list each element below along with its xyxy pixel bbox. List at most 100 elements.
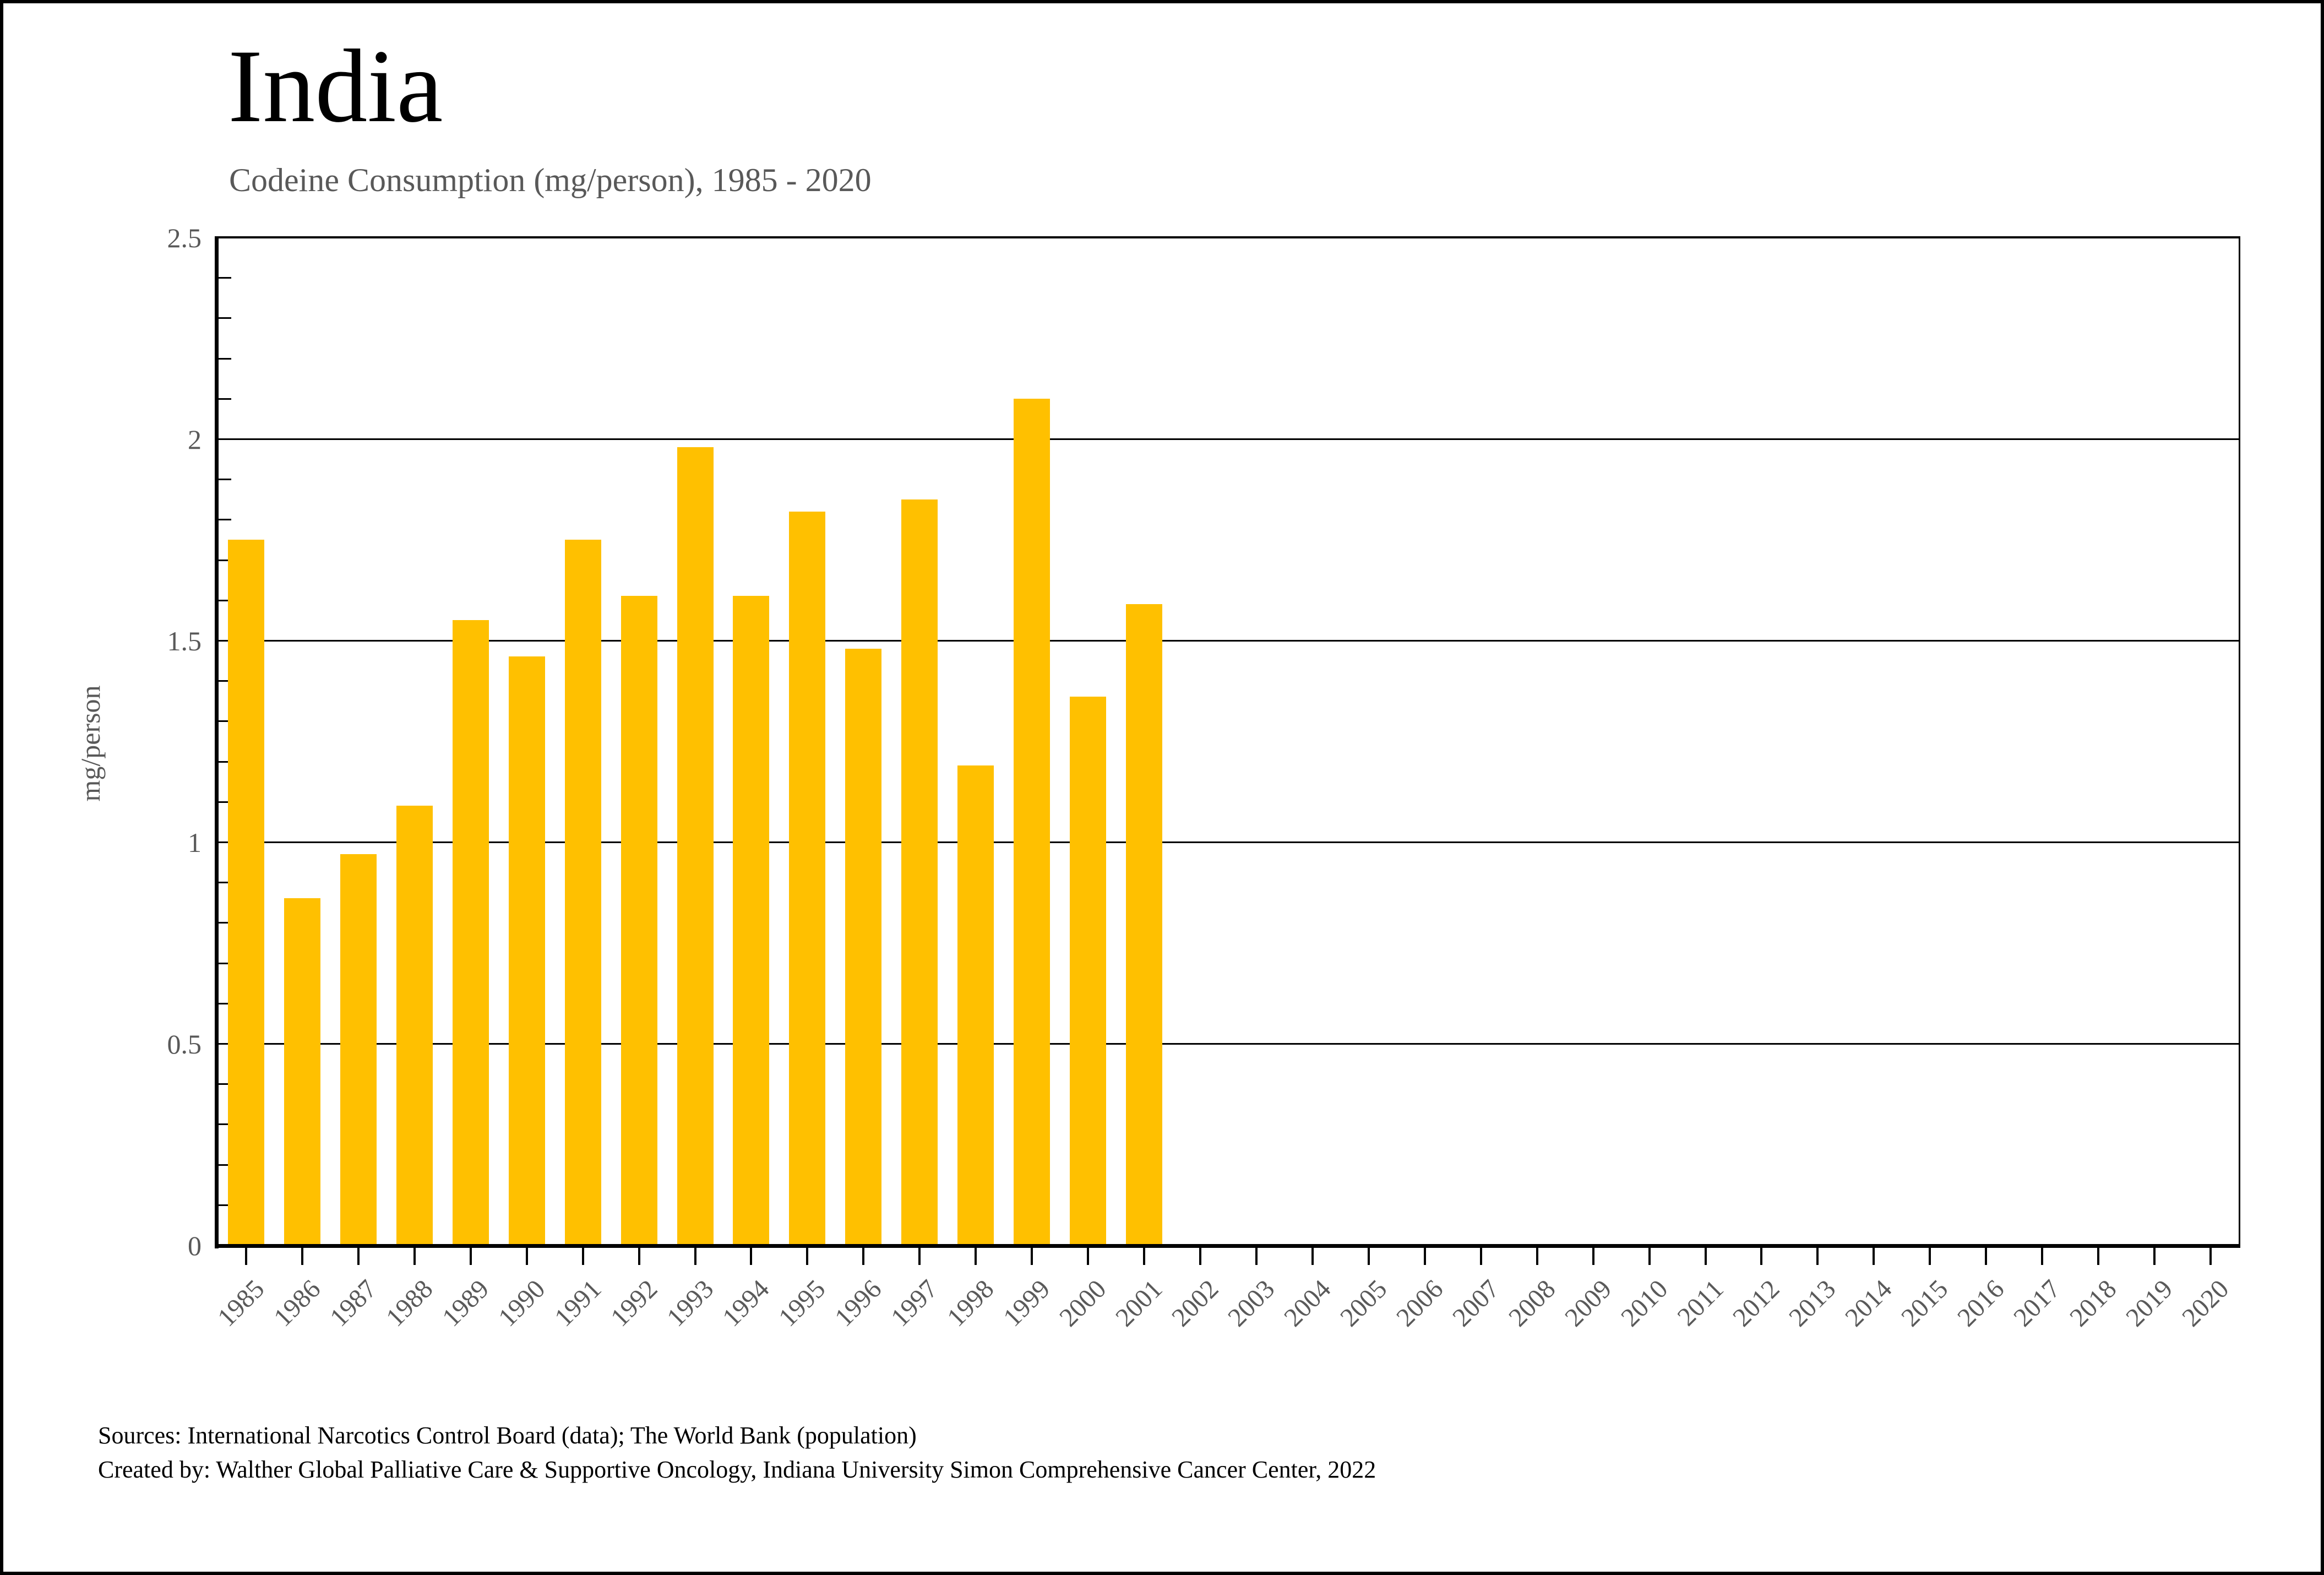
x-tick-label-2004: 2004	[1278, 1274, 1337, 1333]
x-tick-2009	[1592, 1245, 1594, 1265]
source-line-1: Sources: International Narcotics Control…	[98, 1422, 917, 1449]
bar-1997	[901, 499, 938, 1245]
y-minor-tick-0.7	[218, 962, 231, 964]
y-tick-label-0: 0	[188, 1230, 202, 1261]
x-tick-2011	[1704, 1245, 1707, 1265]
y-minor-tick-0.3	[218, 1123, 231, 1126]
x-tick-label-2016: 2016	[1952, 1274, 2010, 1333]
x-tick-label-2011: 2011	[1672, 1274, 1729, 1332]
bar-1993	[677, 447, 714, 1245]
x-tick-2010	[1648, 1245, 1651, 1265]
x-tick-label-2002: 2002	[1166, 1274, 1224, 1333]
x-tick-1999	[1031, 1245, 1033, 1265]
x-tick-label-1998: 1998	[941, 1274, 1000, 1333]
x-tick-label-2001: 2001	[1110, 1274, 1168, 1333]
y-minor-tick-1.2	[218, 761, 231, 763]
x-tick-1985	[244, 1245, 247, 1265]
x-tick-1996	[862, 1245, 865, 1265]
x-tick-2008	[1536, 1245, 1538, 1265]
y-minor-tick-2.4	[218, 277, 231, 279]
y-tick-label-1: 1	[188, 827, 202, 858]
y-tick-label-2: 2	[188, 424, 202, 455]
bar-1991	[564, 540, 601, 1245]
page-title: India	[228, 29, 443, 144]
x-tick-2016	[1985, 1245, 1988, 1265]
x-tick-label-2005: 2005	[1334, 1274, 1393, 1333]
y-minor-tick-1.7	[218, 559, 231, 561]
x-tick-2005	[1367, 1245, 1370, 1265]
x-tick-1991	[581, 1245, 584, 1265]
x-tick-label-1991: 1991	[548, 1274, 607, 1333]
y-tick-label-1.5: 1.5	[167, 626, 202, 656]
y-minor-tick-2.3	[218, 317, 231, 319]
x-tick-2013	[1816, 1245, 1819, 1265]
x-tick-1993	[694, 1245, 696, 1265]
bar-1986	[284, 898, 320, 1245]
y-tick-label-2.5: 2.5	[167, 222, 202, 253]
x-tick-label-2003: 2003	[1222, 1274, 1281, 1333]
x-tick-label-2013: 2013	[1783, 1274, 1842, 1333]
x-tick-label-1994: 1994	[717, 1274, 775, 1333]
x-tick-2007	[1479, 1245, 1482, 1265]
bar-1998	[957, 765, 994, 1245]
x-tick-label-1985: 1985	[211, 1274, 270, 1333]
y-minor-tick-0.4	[218, 1083, 231, 1085]
x-tick-1994	[750, 1245, 753, 1265]
x-tick-2006	[1423, 1245, 1426, 1265]
gridline-2	[218, 438, 2240, 440]
y-minor-tick-2.2	[218, 357, 231, 360]
x-tick-2019	[2153, 1245, 2156, 1265]
y-minor-tick-0.6	[218, 1002, 231, 1004]
x-tick-label-2020: 2020	[2176, 1274, 2235, 1333]
x-tick-label-1999: 1999	[998, 1274, 1056, 1333]
bar-1989	[452, 620, 489, 1245]
x-tick-2018	[2097, 1245, 2100, 1265]
x-tick-1986	[301, 1245, 303, 1265]
x-tick-1990	[525, 1245, 528, 1265]
source-attribution: Sources: International Narcotics Control…	[98, 1419, 1376, 1487]
x-tick-1988	[413, 1245, 416, 1265]
x-tick-label-2019: 2019	[2120, 1274, 2179, 1333]
x-tick-label-1997: 1997	[885, 1274, 944, 1333]
bar-1987	[340, 854, 377, 1245]
bar-1999	[1014, 398, 1051, 1245]
x-tick-2003	[1255, 1245, 1258, 1265]
y-minor-tick-2.1	[218, 398, 231, 400]
x-tick-2015	[1929, 1245, 1931, 1265]
x-tick-label-1993: 1993	[661, 1274, 719, 1333]
x-tick-2001	[1143, 1245, 1146, 1265]
x-tick-1997	[918, 1245, 921, 1265]
x-tick-1998	[975, 1245, 977, 1265]
x-tick-label-2018: 2018	[2064, 1274, 2122, 1333]
y-minor-tick-1.1	[218, 801, 231, 803]
x-axis-line	[215, 1244, 2240, 1248]
y-minor-tick-1.9	[218, 479, 231, 481]
x-tick-label-2008: 2008	[1503, 1274, 1561, 1333]
x-tick-label-1986: 1986	[268, 1274, 326, 1333]
x-tick-label-1987: 1987	[324, 1274, 383, 1333]
x-tick-1987	[357, 1245, 360, 1265]
y-axis-line	[215, 236, 219, 1248]
x-tick-label-2007: 2007	[1446, 1274, 1505, 1333]
bar-1985	[227, 540, 264, 1245]
y-minor-tick-1.8	[218, 519, 231, 521]
x-tick-label-2015: 2015	[1896, 1274, 1954, 1333]
y-minor-tick-0.8	[218, 922, 231, 924]
x-tick-label-2000: 2000	[1054, 1274, 1112, 1333]
x-tick-2020	[2209, 1245, 2212, 1265]
bar-1988	[396, 806, 433, 1245]
x-tick-label-1995: 1995	[773, 1274, 831, 1333]
bar-1992	[621, 596, 657, 1245]
x-tick-label-2009: 2009	[1559, 1274, 1617, 1333]
plot-border-top	[215, 236, 2240, 238]
y-tick-label-0.5: 0.5	[167, 1029, 202, 1060]
bar-2000	[1070, 697, 1107, 1245]
x-tick-label-2017: 2017	[2008, 1274, 2066, 1333]
y-axis-label: mg/person	[75, 685, 106, 802]
x-tick-label-1992: 1992	[605, 1274, 663, 1333]
y-minor-tick-0.9	[218, 882, 231, 884]
x-tick-label-1988: 1988	[380, 1274, 439, 1333]
x-tick-label-2014: 2014	[1839, 1274, 1898, 1333]
bar-1990	[508, 656, 545, 1245]
x-tick-1992	[638, 1245, 640, 1265]
